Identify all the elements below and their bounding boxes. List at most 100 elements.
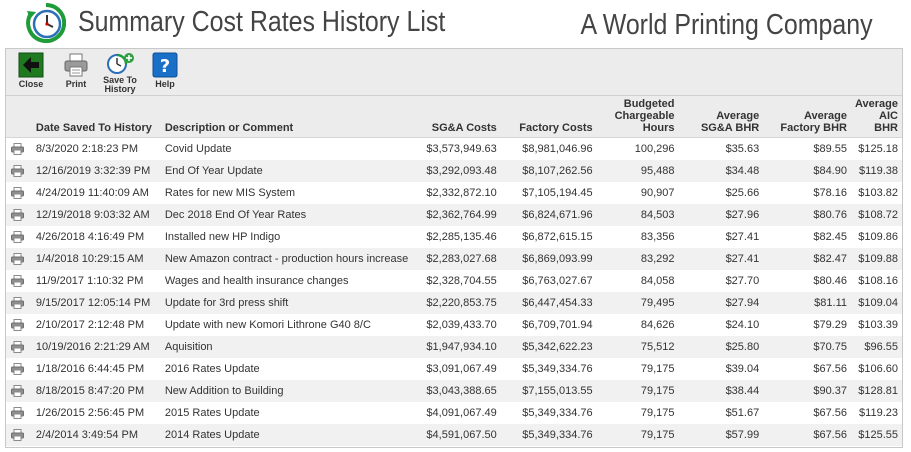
printer-icon [64, 53, 88, 77]
printer-icon[interactable] [11, 143, 24, 156]
arrow-left-icon [18, 52, 44, 78]
cell-avg-aic-bhr: $108.16 [850, 270, 902, 292]
table-row[interactable]: 11/9/2017 1:10:32 PM Wages and health ins… [6, 270, 902, 292]
row-print-cell[interactable] [6, 182, 32, 204]
printer-icon[interactable] [11, 429, 24, 442]
cell-budgeted-hours: 79,175 [596, 424, 679, 446]
clock-plus-icon [107, 53, 134, 74]
cell-factory-costs: $6,447,454.33 [500, 292, 597, 314]
cell-factory-costs: $7,155,013.55 [500, 380, 597, 402]
cell-sga-costs: $3,292,093.48 [418, 160, 501, 182]
table-row[interactable]: 4/24/2019 11:40:09 AM Rates for new MIS S… [6, 182, 902, 204]
cell-avg-factory-bhr: $67.56 [763, 358, 851, 380]
printer-icon[interactable] [11, 341, 24, 354]
cell-avg-factory-bhr: $67.56 [763, 402, 851, 424]
cell-sga-costs: $3,091,067.49 [418, 358, 501, 380]
cell-budgeted-hours: 84,503 [596, 204, 679, 226]
cell-factory-costs: $6,824,671.96 [500, 204, 597, 226]
cell-date: 4/26/2018 4:16:49 PM [31, 226, 161, 248]
cell-avg-factory-bhr: $67.56 [763, 424, 851, 446]
column-header-budgeted-hours[interactable]: Budgeted Chargeable Hours [596, 96, 679, 138]
column-header-date[interactable]: Date Saved To History [31, 96, 161, 138]
page-title: Summary Cost Rates History List [78, 6, 446, 38]
toolbar: Close Print Save To Histor [6, 49, 902, 96]
table-row[interactable]: 1/4/2018 10:29:15 AM New Amazon contract … [6, 248, 902, 270]
table-row[interactable]: 4/26/2018 4:16:49 PM Installed new HP Ind… [6, 226, 902, 248]
cell-avg-factory-bhr: $84.90 [763, 160, 851, 182]
row-print-cell[interactable] [6, 204, 32, 226]
cell-avg-aic-bhr: $103.82 [850, 182, 902, 204]
printer-icon[interactable] [11, 253, 24, 266]
save-to-history-button[interactable]: Save To History [100, 52, 140, 94]
row-print-cell[interactable] [6, 270, 32, 292]
row-print-cell[interactable] [6, 358, 32, 380]
close-button[interactable]: Close [14, 52, 48, 89]
printer-icon[interactable] [11, 275, 24, 288]
cell-avg-sga-bhr: $34.48 [678, 160, 764, 182]
cell-factory-costs: $5,349,334.76 [500, 358, 597, 380]
cell-budgeted-hours: 79,495 [596, 292, 679, 314]
table-row[interactable]: 9/15/2017 12:05:14 PM Update for 3rd pres… [6, 292, 902, 314]
row-print-cell[interactable] [6, 336, 32, 358]
svg-text:?: ? [160, 56, 170, 77]
row-print-cell[interactable] [6, 137, 32, 160]
cell-avg-aic-bhr: $109.86 [850, 226, 902, 248]
column-header-factory-costs[interactable]: Factory Costs [500, 96, 597, 138]
table-row[interactable]: 8/3/2020 2:18:23 PM Covid Update $3,573,94… [6, 137, 902, 160]
cell-description: Covid Update [160, 137, 419, 160]
printer-icon[interactable] [11, 165, 24, 178]
printer-icon[interactable] [11, 209, 24, 222]
cell-budgeted-hours: 75,512 [596, 336, 679, 358]
row-print-cell[interactable] [6, 424, 32, 446]
table-row[interactable]: 12/16/2019 3:32:39 PM End Of Year Update $… [6, 160, 902, 182]
table-row[interactable]: 8/18/2015 8:47:20 PM New Addition to Buil… [6, 380, 902, 402]
row-print-cell[interactable] [6, 292, 32, 314]
column-header-description[interactable]: Description or Comment [160, 96, 419, 138]
cell-date: 12/19/2018 9:03:32 AM [31, 204, 161, 226]
cell-factory-costs: $8,981,046.96 [500, 137, 597, 160]
row-print-cell[interactable] [6, 314, 32, 336]
cell-description: 2016 Rates Update [160, 358, 419, 380]
asga-line2: SG&A BHR [700, 122, 760, 134]
table-row[interactable]: 1/18/2016 6:44:45 PM 2016 Rates Update $3,… [6, 358, 902, 380]
cell-avg-sga-bhr: $24.10 [678, 314, 764, 336]
column-header-sga-costs[interactable]: SG&A Costs [418, 96, 501, 138]
print-button[interactable]: Print [60, 52, 92, 89]
printer-icon[interactable] [11, 319, 24, 332]
row-print-cell[interactable] [6, 380, 32, 402]
table-row[interactable]: 10/19/2016 2:21:29 AM Aquisition $1,947,93… [6, 336, 902, 358]
cell-date: 12/16/2019 3:32:39 PM [31, 160, 161, 182]
clock-history-icon [26, 3, 66, 43]
column-header-avg-aic-bhr[interactable]: Average AIC BHR [850, 96, 902, 138]
cell-avg-factory-bhr: $82.45 [763, 226, 851, 248]
column-header-avg-factory-bhr[interactable]: Average Factory BHR [763, 96, 851, 138]
question-mark-icon: ? [152, 52, 178, 78]
company-name: A World Printing Company [580, 9, 873, 41]
table-row[interactable]: 2/4/2014 3:49:54 PM 2014 Rates Update $4,5… [6, 424, 902, 446]
table-row[interactable]: 12/19/2018 9:03:32 AM Dec 2018 End Of Yea… [6, 204, 902, 226]
row-print-cell[interactable] [6, 160, 32, 182]
cell-avg-factory-bhr: $82.47 [763, 248, 851, 270]
cell-avg-sga-bhr: $27.41 [678, 248, 764, 270]
printer-icon[interactable] [11, 407, 24, 420]
row-print-cell[interactable] [6, 248, 32, 270]
printer-icon[interactable] [11, 187, 24, 200]
row-print-cell[interactable] [6, 226, 32, 248]
table-row[interactable]: 1/26/2015 2:56:45 PM 2015 Rates Update $4,… [6, 402, 902, 424]
printer-icon[interactable] [11, 297, 24, 310]
cell-sga-costs: $4,591,067.50 [418, 424, 501, 446]
cell-date: 10/19/2016 2:21:29 AM [31, 336, 161, 358]
printer-icon[interactable] [11, 231, 24, 244]
help-button[interactable]: ? Help [150, 52, 180, 89]
cell-avg-aic-bhr: $106.60 [850, 358, 902, 380]
printer-icon[interactable] [11, 385, 24, 398]
cell-avg-aic-bhr: $125.55 [850, 424, 902, 446]
cell-sga-costs: $2,332,872.10 [418, 182, 501, 204]
afac-line2: Factory BHR [780, 122, 847, 134]
row-print-cell[interactable] [6, 402, 32, 424]
column-header-avg-sga-bhr[interactable]: Average SG&A BHR [678, 96, 764, 138]
cell-avg-aic-bhr: $109.04 [850, 292, 902, 314]
table-row[interactable]: 2/10/2017 2:12:48 PM Update with new Komo… [6, 314, 902, 336]
cell-date: 11/9/2017 1:10:32 PM [31, 270, 161, 292]
printer-icon[interactable] [11, 363, 24, 376]
